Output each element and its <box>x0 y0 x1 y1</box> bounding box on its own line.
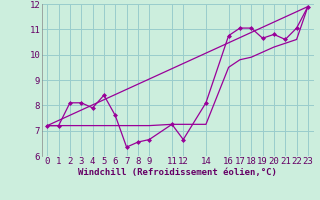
X-axis label: Windchill (Refroidissement éolien,°C): Windchill (Refroidissement éolien,°C) <box>78 168 277 177</box>
